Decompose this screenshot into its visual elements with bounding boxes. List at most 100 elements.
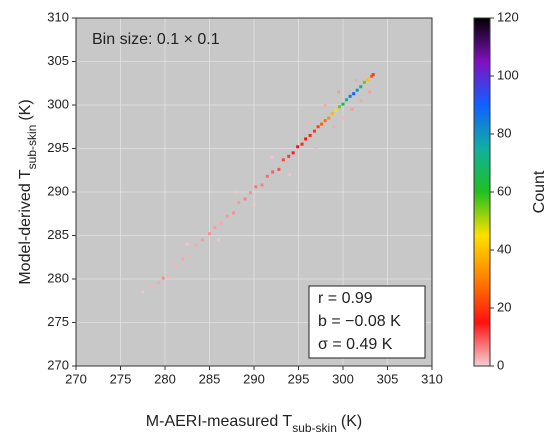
bin-cell xyxy=(345,98,349,102)
bin-cell xyxy=(208,232,211,236)
bin-cell xyxy=(213,226,217,230)
bin-cell xyxy=(316,125,320,129)
y-tick-label: 290 xyxy=(47,183,69,198)
bin-cell xyxy=(337,105,341,109)
bin-cell xyxy=(341,116,345,120)
x-tick-label: 275 xyxy=(110,371,132,386)
bin-cell xyxy=(348,94,352,98)
bin-cell xyxy=(350,107,354,111)
y-tick-label: 270 xyxy=(47,357,69,372)
x-tick-label: 290 xyxy=(243,371,265,386)
bin-cell xyxy=(237,200,241,204)
bin-cell xyxy=(188,254,192,258)
bin-annotation: Bin size: 0.1 × 0.1 xyxy=(92,31,220,48)
bin-cell xyxy=(355,88,359,92)
bin-cell xyxy=(288,173,292,177)
x-tick-label: 285 xyxy=(199,371,221,386)
bin-cell xyxy=(341,102,345,106)
bin-cell xyxy=(167,275,171,279)
bin-cell xyxy=(200,238,204,242)
y-tick-label: 285 xyxy=(47,227,69,242)
bin-cell xyxy=(270,155,274,159)
x-tick-label: 305 xyxy=(377,371,399,386)
bin-cell xyxy=(368,90,372,94)
bin-cell xyxy=(354,79,358,83)
bin-cell xyxy=(359,85,363,89)
bin-cell xyxy=(234,190,238,194)
x-axis-label: M-AERI-measured Tsub-skin (K) xyxy=(146,413,362,435)
y-tick-label: 280 xyxy=(47,270,69,285)
stats-box xyxy=(308,285,426,359)
x-tick-label: 310 xyxy=(421,371,443,386)
bin-cell xyxy=(185,242,189,246)
bin-cell xyxy=(304,137,308,141)
bin-cell xyxy=(181,257,185,261)
bin-cell xyxy=(277,167,281,171)
bin-cell xyxy=(305,120,309,124)
y-label-main: Model-derived T xyxy=(17,169,34,285)
bin-cell xyxy=(260,183,264,187)
bin-cell xyxy=(352,92,356,96)
x-tick-label: 280 xyxy=(154,371,176,386)
colorbar-tick-label: 0 xyxy=(497,357,504,372)
y-label-sub: sub-skin xyxy=(25,125,39,170)
bin-cell xyxy=(157,280,161,284)
bin-cell xyxy=(313,129,317,133)
x-label-main: M-AERI-measured T xyxy=(146,413,293,430)
bin-cell xyxy=(359,99,363,103)
bin-cell xyxy=(174,263,178,267)
bin-cell xyxy=(291,151,295,155)
bin-cell xyxy=(254,185,258,189)
stat: b = −0.08 K xyxy=(318,313,401,330)
colorbar-label: Count xyxy=(531,170,548,213)
bin-cell xyxy=(232,211,236,215)
bin-cell xyxy=(243,197,247,201)
bin-cell xyxy=(252,203,256,207)
bin-cell xyxy=(327,116,331,120)
y-tick-label: 305 xyxy=(47,53,69,68)
bin-cell xyxy=(362,80,366,84)
bin-cell xyxy=(320,122,324,126)
y-tick-label: 275 xyxy=(47,314,69,329)
bin-cell xyxy=(300,142,304,146)
bin-cell xyxy=(371,73,375,77)
bin-cell xyxy=(281,158,285,162)
bin-cell xyxy=(337,90,341,94)
bin-cell xyxy=(216,238,220,242)
y-axis-label: Model-derived Tsub-skin (K) xyxy=(17,99,39,284)
bin-cell xyxy=(287,154,291,158)
bin-cell xyxy=(219,221,223,225)
bin-cell xyxy=(366,78,370,82)
y-tick-label: 295 xyxy=(47,140,69,155)
bin-cell xyxy=(308,133,312,137)
y-tick-label: 310 xyxy=(47,9,69,24)
bin-cell xyxy=(150,284,154,288)
bin-cell xyxy=(161,276,165,280)
stat: r = 0.99 xyxy=(318,290,373,307)
x-label-sub: sub-skin xyxy=(292,421,337,435)
bin-cell xyxy=(225,214,229,218)
colorbar-tick-label: 20 xyxy=(497,299,511,314)
colorbar-tick-label: 60 xyxy=(497,183,511,198)
x-label-unit: (K) xyxy=(341,413,362,430)
bin-cell xyxy=(323,103,327,107)
y-label-unit: (K) xyxy=(17,99,34,120)
x-tick-label: 270 xyxy=(65,371,87,386)
bin-cell xyxy=(248,191,252,195)
x-tick-label: 300 xyxy=(332,371,354,386)
y-tick-label: 300 xyxy=(47,96,69,111)
bin-cell xyxy=(265,174,269,178)
colorbar-tick-label: 120 xyxy=(497,9,519,24)
bin-cell xyxy=(141,290,145,294)
colorbar-tick-label: 80 xyxy=(497,125,511,140)
bin-cell xyxy=(330,112,334,116)
bin-cell xyxy=(369,74,373,78)
colorbar-tick-label: 100 xyxy=(497,67,519,82)
bin-cell xyxy=(194,243,198,247)
colorbar-tick-label: 40 xyxy=(497,241,511,256)
bin-cell xyxy=(314,147,318,150)
bin-cell xyxy=(271,170,275,174)
bin-cell xyxy=(296,145,300,149)
bin-cell xyxy=(332,125,336,129)
